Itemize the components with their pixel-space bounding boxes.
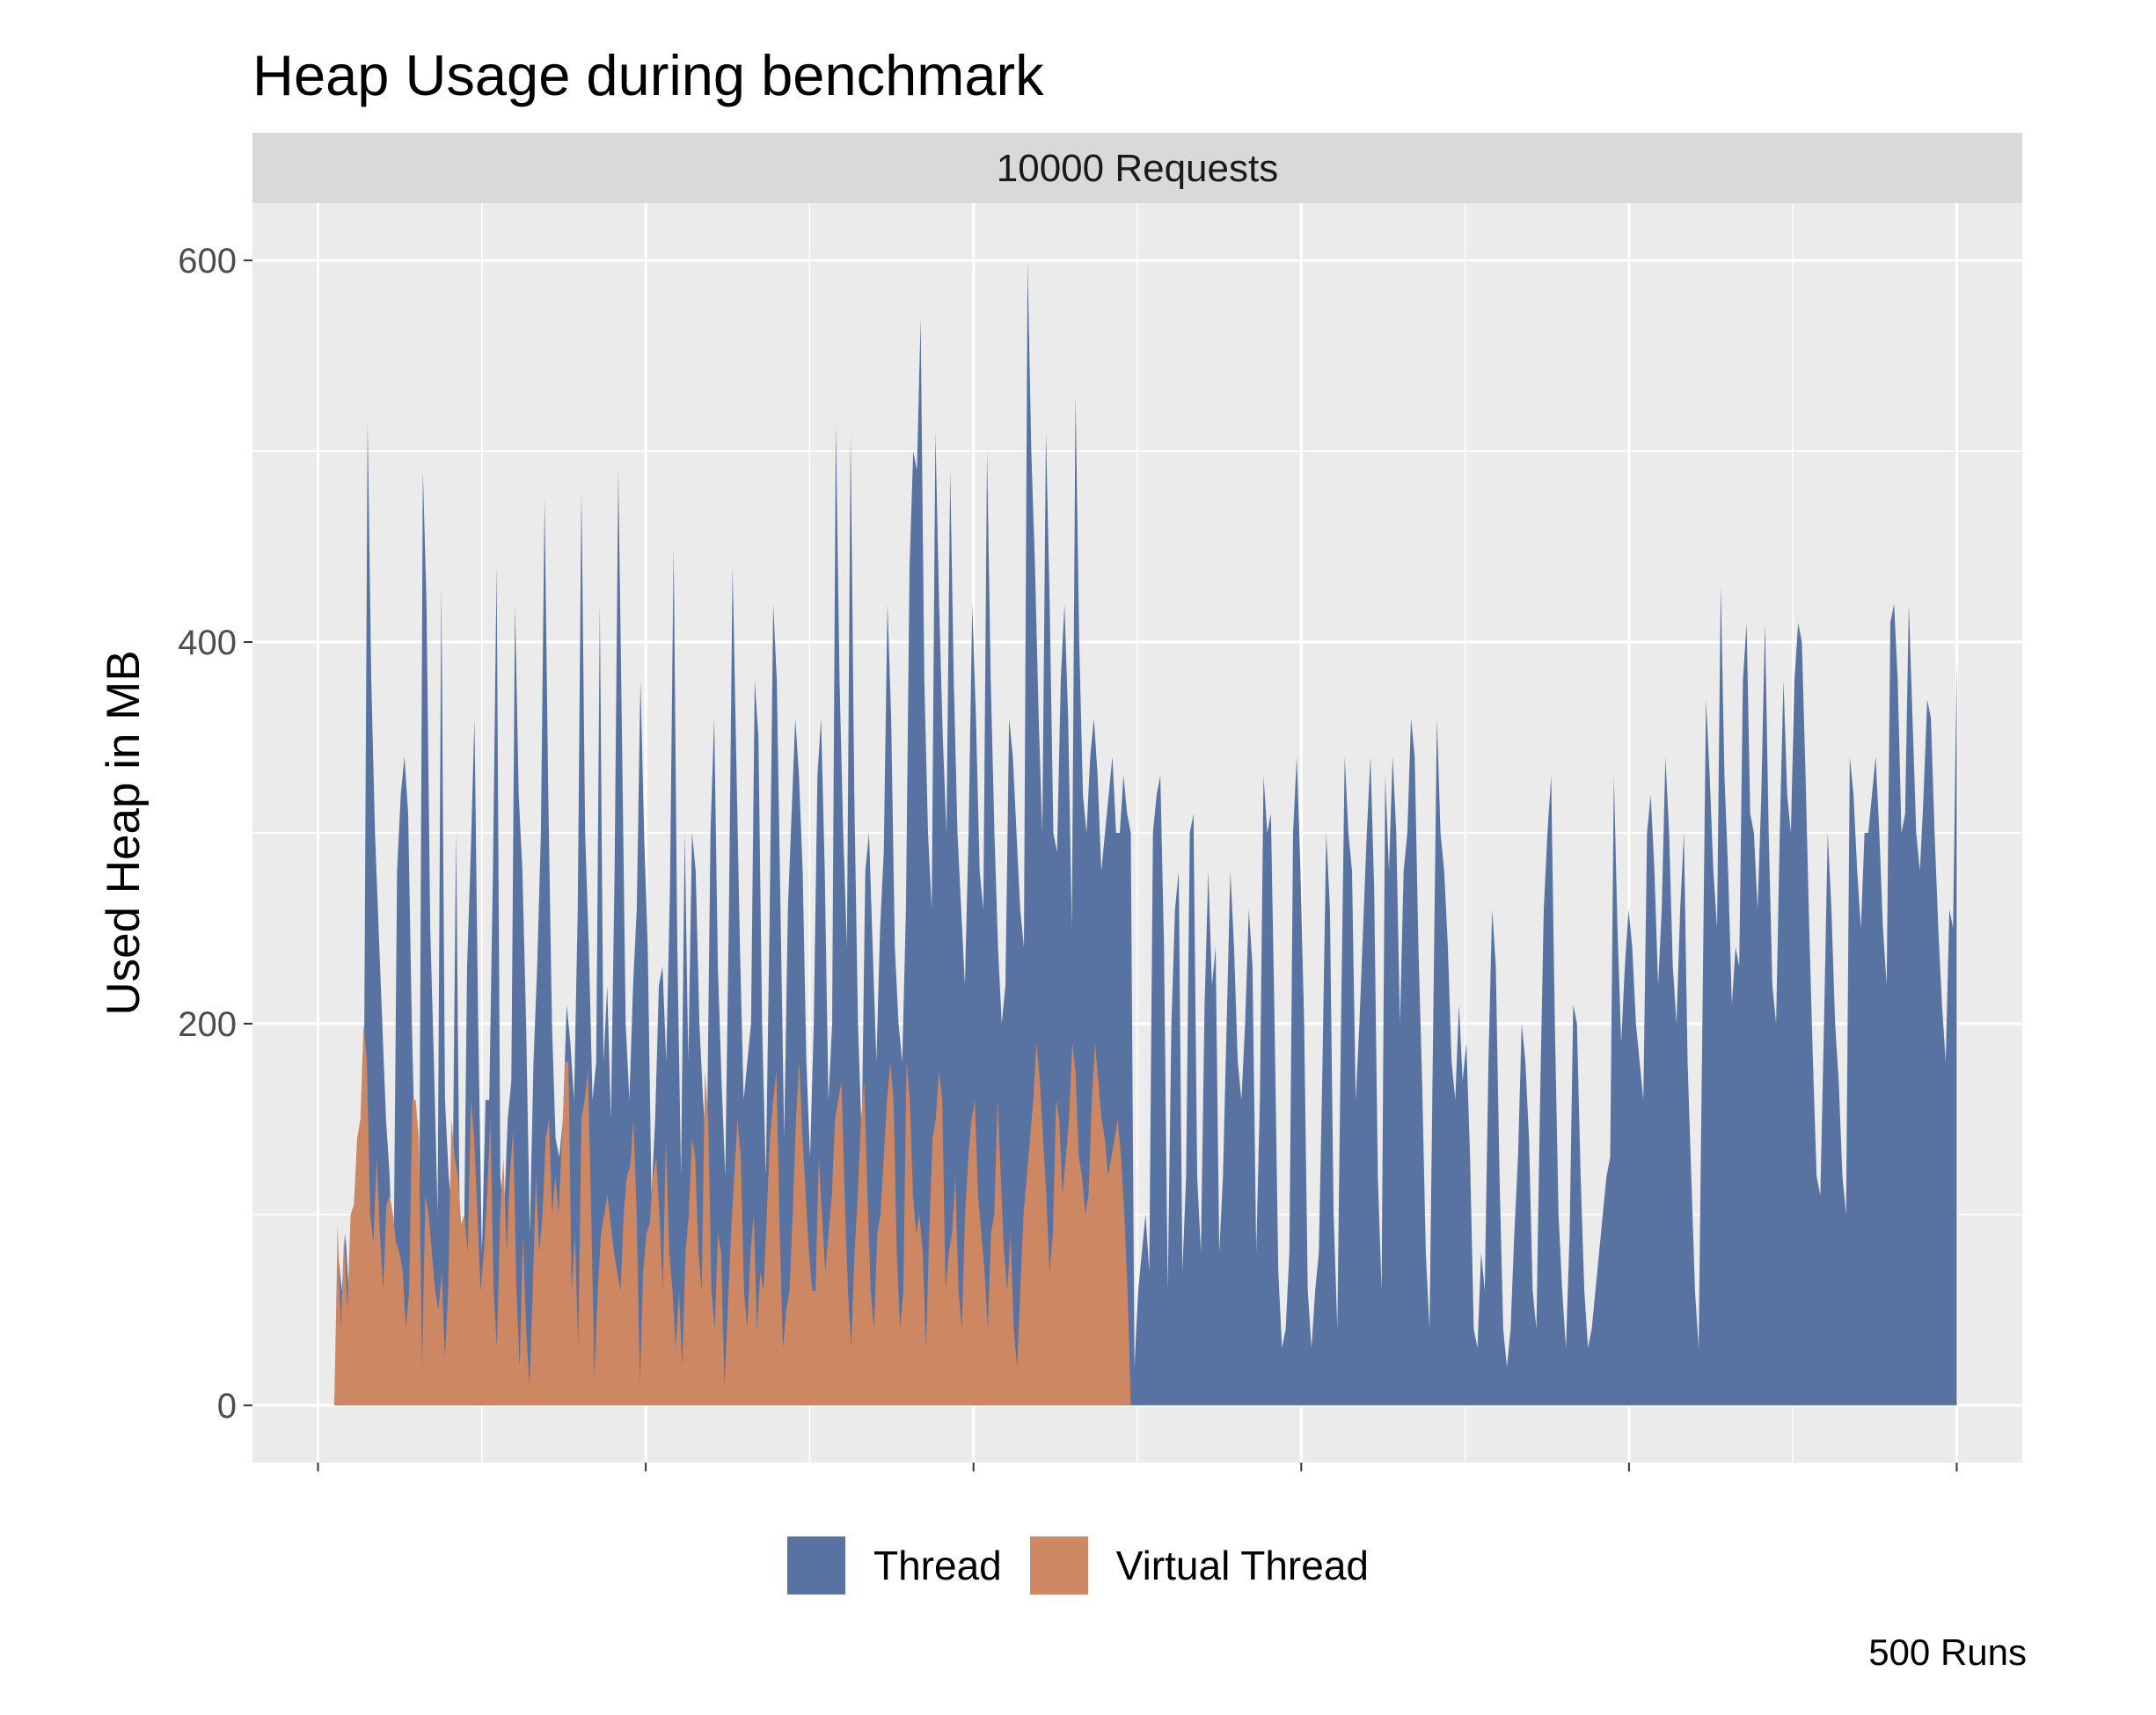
legend-key-virtual-thread	[1029, 1536, 1088, 1595]
facet-strip	[252, 133, 2022, 203]
y-tick-label: 600	[178, 242, 237, 281]
area-series	[334, 260, 1957, 1405]
y-axis-title: Used Heap in MB	[98, 650, 150, 1015]
y-tick-label: 200	[178, 1005, 237, 1044]
chart-title: Heap Usage during benchmark	[252, 43, 1044, 107]
area-virtual-thread	[334, 1024, 1131, 1405]
y-tick-label: 0	[217, 1387, 237, 1426]
area-thread	[334, 260, 1957, 1405]
legend-key-thread	[786, 1536, 845, 1595]
y-axis: 0 200 400 600	[178, 242, 252, 1426]
chart-caption: 500 Runs	[1868, 1631, 2027, 1673]
x-axis	[317, 1463, 1958, 1471]
facet-strip-label: 10000 Requests	[997, 147, 1278, 190]
legend-item-thread: Thread	[786, 1536, 1002, 1595]
legend: Thread Virtual Thread	[0, 1535, 2156, 1596]
legend-label-thread: Thread	[873, 1543, 1002, 1588]
legend-item-virtual-thread: Virtual Thread	[1029, 1536, 1369, 1595]
y-tick-label: 400	[178, 624, 237, 662]
legend-label-virtual-thread: Virtual Thread	[1115, 1543, 1369, 1588]
